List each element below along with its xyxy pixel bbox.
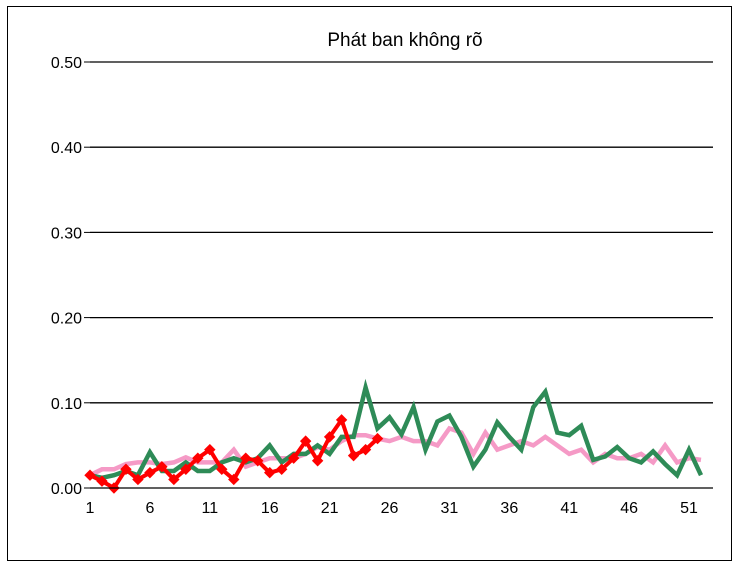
chart-frame: 0.00 0.10 0.20 0.30 0.40 0.50 1 6 11 16 21 26 31 36 41… [7,6,732,561]
x-tick-label: 46 [620,500,638,517]
x-tick-label: 6 [145,500,154,517]
data-point-marker [275,463,288,475]
data-point-marker [347,449,360,462]
gridlines [90,61,713,404]
data-point-marker [287,452,300,464]
data-point-marker [216,463,228,475]
data-point-marker [96,475,108,487]
data-point-marker [168,473,180,486]
data-point-marker [252,455,264,467]
data-point-marker [192,452,204,464]
y-tick-label: 0.50 [51,55,82,72]
data-point-marker [228,473,240,486]
series-line-2 [89,378,704,481]
data-point-marker [84,469,96,481]
x-tick-label: 21 [321,500,339,517]
data-point-marker [204,443,216,456]
x-tick-label: 11 [202,500,219,517]
data-point-marker [311,455,324,467]
y-tick-label: 0.30 [51,225,82,242]
data-point-marker [323,431,336,443]
data-point-marker [144,466,156,479]
x-tick-label: 36 [500,500,518,517]
data-point-marker [371,432,384,445]
x-tick-label: 1 [86,500,95,517]
data-point-marker [180,463,192,475]
x-tick-label: 41 [560,500,578,517]
data-point-marker [120,463,132,475]
data-point-marker [299,435,312,447]
x-tick-label: 16 [261,500,279,517]
series-markers [84,414,384,494]
y-tick-label: 0.10 [51,396,82,413]
y-tick-label: 0.20 [51,311,82,328]
tick-labels: 0.000.100.200.300.400.501 6 11 16 21 26 31 36 41… [51,55,698,517]
y-tick-label: 0.40 [51,140,82,157]
data-point-marker [240,452,252,464]
data-point-marker [132,473,144,486]
chart-title: Phát ban không rõ [327,30,482,51]
axes [84,61,713,489]
data-point-marker [359,443,372,456]
x-tick-label: 31 [441,500,459,517]
data-point-marker [335,414,348,426]
data-point-marker [156,460,168,473]
data-point-marker [264,466,276,479]
chart-canvas: 0.000.100.200.300.400.501 6 11 16 21 26 31 36 41… [51,30,713,517]
x-tick-label: 26 [381,500,399,517]
y-tick-label: 0.00 [51,481,82,498]
x-tick-label: 51 [680,500,698,517]
